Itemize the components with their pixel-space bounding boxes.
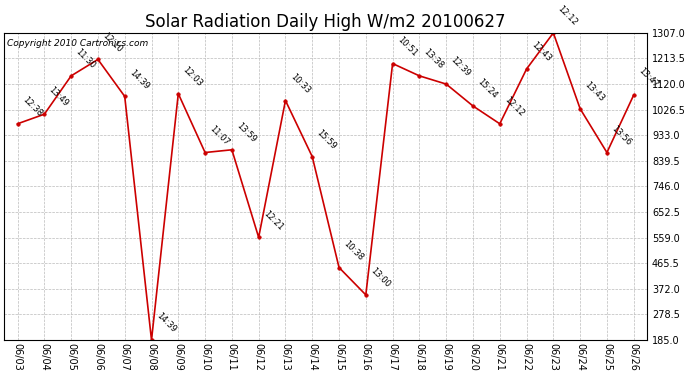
Text: 11:30: 11:30 [74, 47, 97, 70]
Text: 13:59: 13:59 [235, 121, 258, 144]
Text: 13:49: 13:49 [47, 86, 70, 109]
Text: 14:39: 14:39 [128, 68, 150, 91]
Text: 12:39: 12:39 [449, 55, 472, 78]
Text: 10:38: 10:38 [342, 238, 365, 262]
Text: 15:24: 15:24 [475, 77, 499, 101]
Text: 14:39: 14:39 [155, 311, 177, 334]
Title: Solar Radiation Daily High W/m2 20100627: Solar Radiation Daily High W/m2 20100627 [146, 13, 506, 32]
Text: 12:10: 12:10 [101, 31, 124, 54]
Text: 12:12: 12:12 [502, 95, 526, 118]
Text: 10:33: 10:33 [288, 72, 312, 95]
Text: 13:47: 13:47 [636, 66, 660, 90]
Text: Copyright 2010 Cartronics.com: Copyright 2010 Cartronics.com [8, 39, 148, 48]
Text: 13:00: 13:00 [368, 266, 392, 290]
Text: 12:12: 12:12 [556, 4, 580, 27]
Text: 13:56: 13:56 [610, 124, 633, 147]
Text: 15:59: 15:59 [315, 128, 338, 151]
Text: 13:38: 13:38 [422, 47, 446, 70]
Text: 12:03: 12:03 [181, 65, 204, 88]
Text: 12:43: 12:43 [529, 40, 553, 63]
Text: 13:43: 13:43 [583, 80, 607, 103]
Text: 12:21: 12:21 [262, 209, 284, 232]
Text: 12:38: 12:38 [20, 95, 43, 118]
Text: 10:51: 10:51 [395, 35, 419, 58]
Text: 11:07: 11:07 [208, 124, 231, 147]
